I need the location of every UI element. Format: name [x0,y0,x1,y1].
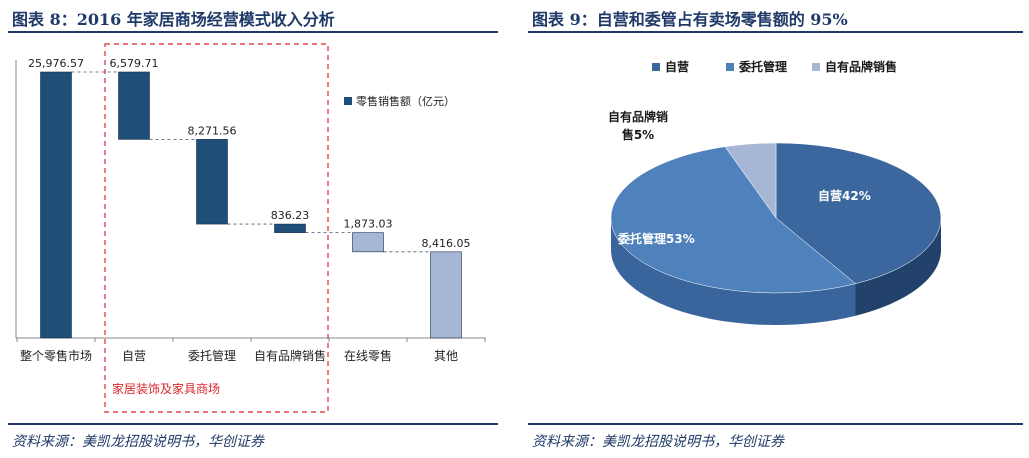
pie-slice-2 [610,146,857,294]
title-rule [8,31,498,33]
legend-label: 自营 [665,59,689,74]
title-rule [528,31,1023,33]
bar-6 [430,251,462,339]
legend-swatch [344,97,352,105]
legend-label: 零售销售额（亿元） [356,94,455,108]
x-tick-label: 自营 [122,349,146,363]
source-rule [528,423,1023,425]
data-label: 836.23 [271,209,310,222]
legend-label: 委托管理 [738,59,787,74]
slice-label-3: 售5% [622,127,654,142]
slice-label-1: 自营42% [818,188,871,203]
pie-slice-1 [775,142,942,284]
data-label: 6,579.71 [110,57,159,70]
waterfall-panel: 图表 8：2016 年家居商场经营模式收入分析 家居装饰及家具商场 25,976.… [0,0,500,458]
waterfall-figure-title: 图表 8：2016 年家居商场经营模式收入分析 [12,10,335,29]
x-tick-label: 自有品牌销售 [254,348,326,363]
source-rule [8,423,498,425]
legend-label: 自有品牌销售 [825,59,897,74]
mall-group-box [104,43,329,413]
slice-label-3: 自有品牌销 [608,109,668,124]
x-tick-label: 在线零售 [344,348,392,363]
pie-slice-3 [724,142,777,219]
mall-group-label: 家居装饰及家具商场 [112,381,220,396]
pie-source-note: 资料来源：美凯龙招股说明书，华创证券 [532,434,784,450]
legend-swatch [812,63,820,71]
legend-swatch [726,63,734,71]
bar-5 [352,232,384,253]
bar-1 [40,71,72,339]
data-label: 8,416.05 [422,237,471,250]
waterfall-source-note: 资料来源：美凯龙招股说明书，华创证券 [12,434,264,450]
bar-2 [118,71,150,140]
pie-figure-title: 图表 9：自营和委管占有卖场零售额的 95% [532,10,848,29]
data-label: 1,873.03 [344,218,393,231]
bar-3 [196,139,228,225]
x-tick-label: 委托管理 [188,348,236,363]
bar-4 [274,223,306,233]
pie-side-2 [611,218,856,325]
pie-side-1 [855,218,941,316]
legend-swatch [652,63,660,71]
data-label: 25,976.57 [28,57,84,70]
slice-label-2: 委托管理53% [617,231,695,246]
waterfall-chart: 家居装饰及家具商场 25,976.57 整个零售市场 6,579.71 自营 8,271.… [15,43,486,413]
x-tick-label: 其他 [434,349,458,363]
x-tick-label: 整个零售市场 [20,348,92,363]
pie-panel: 图表 9：自营和委管占有卖场零售额的 95% 自营42% 委托管理53% 自有品牌销… [520,0,1029,458]
data-label: 8,271.56 [188,124,237,137]
